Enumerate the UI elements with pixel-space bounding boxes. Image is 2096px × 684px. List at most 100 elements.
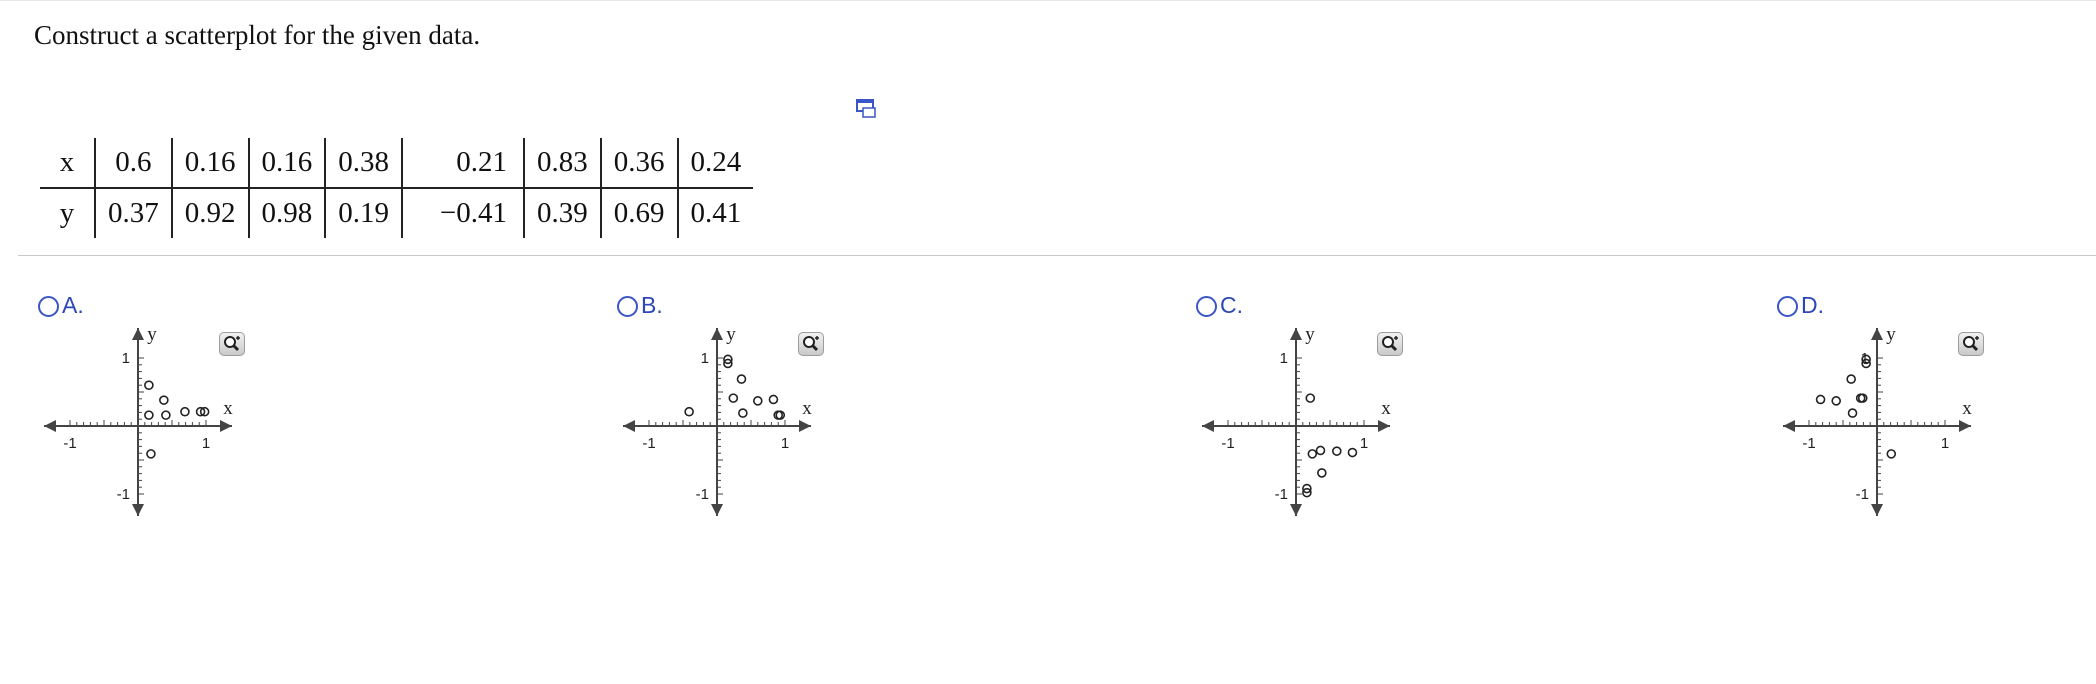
data-point [1861,358,1871,369]
data-point [159,395,169,405]
magnifier-zoom-icon [224,336,240,352]
x-axis-label: x [802,398,812,419]
zoom-button[interactable] [1958,332,1984,356]
data-point [1861,354,1871,365]
x-tick-label: -1 [642,435,655,452]
data-point [684,406,694,417]
x-tick-label: 1 [202,435,210,452]
y-axis-label: y [1305,324,1315,345]
data-point [1302,483,1312,494]
table-header-y: y [59,197,75,229]
x-axis-label: x [223,398,233,419]
x-axis-arrow-right [220,420,232,432]
data-point [768,394,779,405]
data-point [753,396,763,406]
y-axis-arrow-down [132,504,144,516]
y-axis-arrow-up [1871,328,1883,340]
table-cell: 0.16 [247,138,326,189]
choice-c[interactable]: C. 1 -1 1 -1 x y [1196,292,1496,552]
table-row-x: x 0.6 0.16 0.16 0.38 0.21 0.83 0.36 0.24 [40,138,754,189]
data-point [199,406,210,417]
y-axis-arrow-up [1290,328,1302,340]
scatterplot: 1 -1 1 -1 x y [44,324,233,516]
y-tick-label: 1 [122,350,130,367]
magnifier-zoom-icon [803,336,819,352]
table-header-x: x [40,138,95,189]
table-cell: 0.83 [523,138,601,189]
top-divider [0,0,2096,1]
y-tick-label: 1 [1280,350,1288,367]
choice-radio[interactable] [1777,296,1798,317]
table-cell: 0.98 [247,188,326,238]
table-cell: 0.6 [94,138,172,189]
x-tick-label: 1 [1360,435,1368,452]
data-point [146,449,156,459]
data-point [195,406,206,417]
x-axis-arrow-left [44,420,56,432]
choice-letter[interactable]: B. [641,292,663,318]
table-cell: 0.24 [676,138,754,189]
choice-b[interactable]: B. 1 -1 1 -1 x y [617,292,917,552]
question-text: Construct a scatterplot for the given da… [34,20,481,50]
data-point [728,393,739,403]
zoom-button[interactable] [798,332,824,356]
data-point [1302,487,1312,498]
data-point [1847,408,1858,418]
choice-radio[interactable] [1196,296,1217,317]
table-cell: 0.37 [94,188,172,238]
zoom-button[interactable] [219,332,245,356]
table-cell: 0.92 [170,188,249,238]
y-axis-arrow-down [711,504,723,516]
choice-radio[interactable] [617,296,638,317]
table-row-y: y 0.37 0.92 0.98 0.19 −0.41 0.39 0.69 0.… [40,188,754,238]
table-cell: −0.41 [401,188,524,238]
magnifier-zoom-icon [1963,336,1979,352]
choice-letter[interactable]: D. [1801,292,1824,318]
data-point [723,354,733,365]
x-axis-arrow-right [1959,420,1971,432]
table-cell: 0.39 [523,188,601,238]
data-point [1855,393,1866,403]
data-point [1846,374,1856,384]
data-point [1305,393,1316,403]
choice-a[interactable]: A. 1 -1 1 -1 x y [38,292,338,552]
x-tick-label: -1 [1221,435,1234,452]
table-cell: 0.36 [599,138,678,189]
data-table: x 0.6 0.16 0.16 0.38 0.21 0.83 0.36 0.24… [40,138,754,238]
data-point [1307,449,1318,459]
y-axis-label: y [726,324,736,345]
choice-d[interactable]: D. 1 -1 1 -1 x y [1777,292,2077,552]
table-cell: 0.21 [401,138,524,189]
x-axis-arrow-right [1378,420,1390,432]
y-axis-arrow-up [711,328,723,340]
scatterplot: 1 -1 1 -1 x y [1783,324,1972,516]
data-point [180,406,190,417]
x-axis-label: x [1962,398,1972,419]
copy-table-icon[interactable] [855,97,877,119]
zoom-button[interactable] [1377,332,1403,356]
choice-letter[interactable]: C. [1220,292,1243,318]
data-point [775,410,786,420]
scatterplot: 1 -1 1 -1 x y [623,324,812,516]
x-axis-arrow-left [1202,420,1214,432]
x-tick-label: -1 [63,435,76,452]
y-tick-label: -1 [1275,486,1288,503]
data-point [738,408,748,418]
choice-letter[interactable]: A. [62,292,84,318]
y-axis-label: y [147,324,157,345]
table-cell: 0.69 [599,188,678,238]
y-axis-label: y [1886,324,1896,345]
data-point [1886,449,1897,459]
x-axis-arrow-left [1783,420,1795,432]
table-cell: 0.16 [170,138,249,189]
scatterplot: 1 -1 1 -1 x y [1202,324,1391,516]
y-axis-arrow-down [1290,504,1302,516]
y-axis-arrow-up [132,328,144,340]
data-point [1315,445,1326,456]
data-point [1347,447,1358,458]
choice-radio[interactable] [38,296,59,317]
x-axis-arrow-left [623,420,635,432]
y-tick-label: -1 [117,486,130,503]
section-divider [18,255,2096,256]
data-point [144,380,154,391]
